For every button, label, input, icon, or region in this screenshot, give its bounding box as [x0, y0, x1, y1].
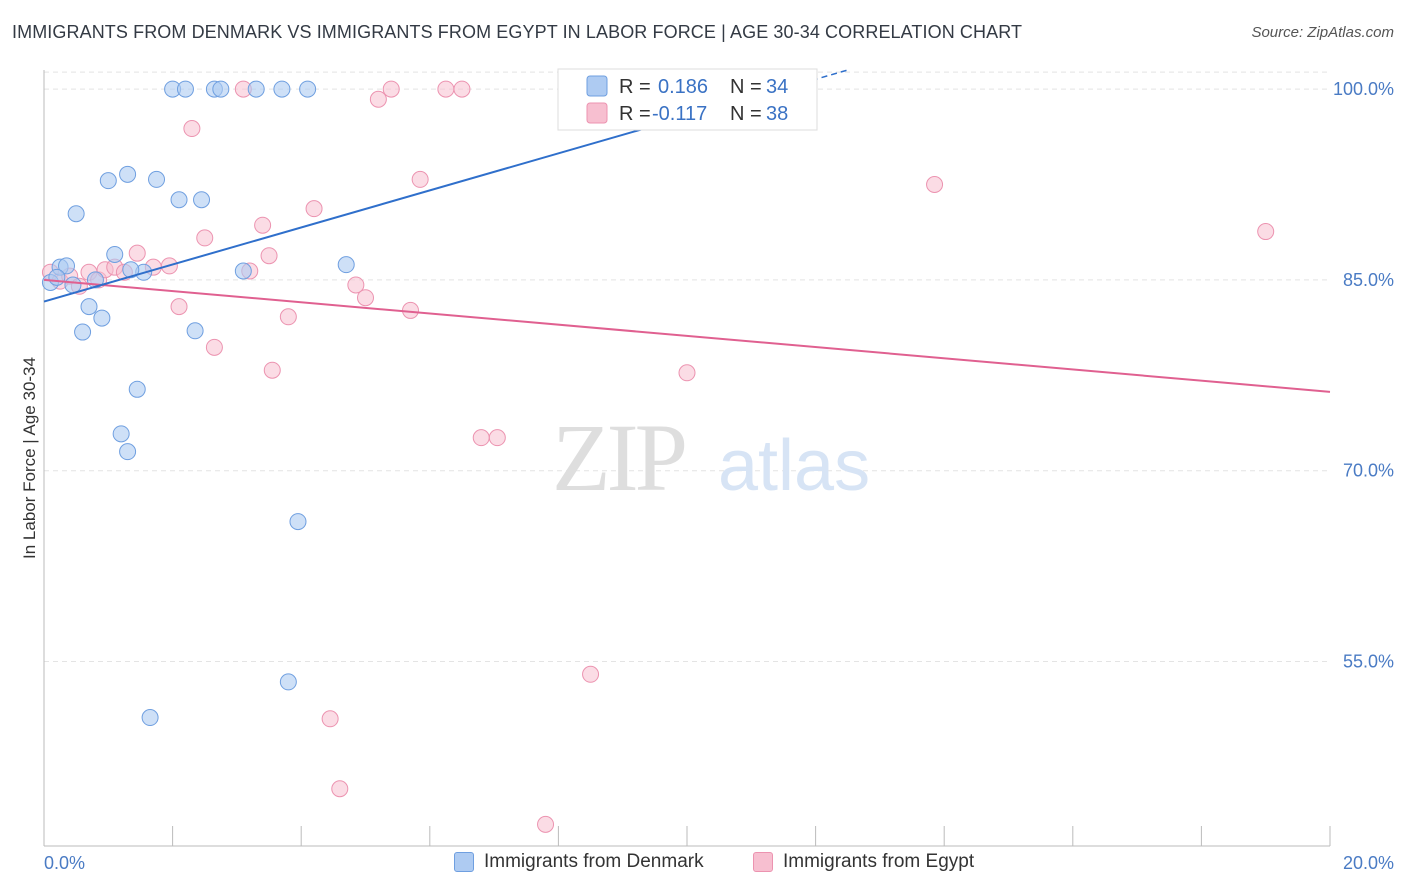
egypt-point [263, 361, 281, 379]
egypt-point [1257, 223, 1275, 241]
egypt-point [357, 289, 374, 307]
egypt-point [331, 780, 349, 798]
x-tick-label-min: 0.0% [44, 853, 85, 873]
egypt-point [205, 338, 223, 356]
denmark-points [41, 80, 355, 727]
y-tick-label: 70.0% [1343, 461, 1394, 481]
denmark-point [58, 257, 76, 275]
stats-legend-r-label-denmark: R = [619, 76, 651, 98]
denmark-point [141, 709, 159, 727]
chart-title: IMMIGRANTS FROM DENMARK VS IMMIGRANTS FR… [12, 22, 1023, 42]
egypt-point [472, 429, 490, 447]
denmark-point [186, 322, 204, 340]
egypt-point [347, 276, 365, 294]
egypt-point [488, 429, 506, 447]
legend-swatch-denmark [454, 852, 474, 872]
egypt-point [453, 80, 471, 98]
series-legend: Immigrants from Denmark Immigrants from … [0, 851, 1406, 879]
denmark-point [247, 80, 265, 98]
denmark-point [119, 165, 137, 183]
denmark-point [193, 191, 211, 209]
denmark-trend-line [43, 115, 688, 303]
stats-legend-r-value-denmark: 0.186 [658, 76, 708, 98]
egypt-point [437, 80, 455, 98]
stats-legend-n-value-denmark: 34 [766, 76, 788, 98]
denmark-point [74, 323, 92, 341]
denmark-point [273, 80, 291, 98]
egypt-point [382, 80, 400, 98]
egypt-point [369, 90, 387, 108]
legend-item-egypt: Immigrants from Egypt [753, 851, 974, 873]
denmark-point [119, 443, 137, 461]
x-tick-label-max: 20.0% [1343, 853, 1394, 873]
denmark-point [289, 513, 307, 531]
denmark-point [176, 80, 194, 98]
y-tick-label: 85.0% [1343, 270, 1394, 290]
stats-legend-n-label-denmark: N = [730, 76, 762, 98]
stats-legend-n-label-egypt: N = [730, 103, 762, 125]
denmark-point [148, 170, 166, 188]
denmark-point [112, 425, 130, 443]
denmark-point [234, 262, 252, 280]
stats-legend-r-label-egypt: R = [619, 103, 651, 125]
source-label: Source: ZipAtlas.com [1251, 24, 1394, 41]
egypt-point [183, 120, 201, 138]
stats-legend-swatch-egypt [586, 102, 608, 124]
stats-legend-r-value-egypt: -0.117 [652, 103, 707, 125]
x-axis-ticks [43, 826, 1331, 846]
denmark-point [93, 309, 111, 327]
denmark-point [170, 191, 188, 209]
egypt-point [305, 200, 323, 218]
denmark-point [122, 261, 140, 279]
egypt-point [170, 298, 188, 316]
watermark: ZIP atlas [552, 404, 870, 511]
stats-legend: R = 0.186 N = 34 R = -0.117 N = 38 [557, 68, 818, 131]
denmark-point [106, 245, 124, 263]
legend-label-egypt: Immigrants from Egypt [783, 851, 975, 872]
egypt-point [926, 175, 944, 193]
y-tick-label: 100.0% [1333, 79, 1394, 99]
egypt-point [279, 308, 297, 326]
denmark-point [299, 80, 317, 98]
denmark-point [128, 380, 146, 398]
denmark-point [80, 298, 98, 316]
y-axis-label: In Labor Force | Age 30-34 [20, 357, 39, 559]
egypt-point [254, 216, 272, 234]
denmark-point [67, 205, 85, 223]
watermark-zip: ZIP [552, 404, 685, 511]
egypt-point [537, 815, 555, 833]
egypt-trend-line [43, 278, 1331, 393]
egypt-point [321, 710, 339, 728]
legend-item-denmark: Immigrants from Denmark [454, 851, 704, 873]
axes [43, 70, 1330, 847]
stats-legend-swatch-denmark [586, 75, 608, 97]
egypt-point [128, 244, 146, 262]
y-tick-labels: 55.0% 70.0% 85.0% 100.0% [1333, 79, 1394, 671]
denmark-point [212, 80, 230, 98]
egypt-point [196, 229, 214, 247]
y-tick-label: 55.0% [1343, 652, 1394, 672]
denmark-point [337, 256, 355, 274]
legend-swatch-egypt [753, 852, 773, 872]
egypt-point [411, 170, 429, 188]
stats-legend-n-value-egypt: 38 [766, 103, 788, 125]
denmark-point [48, 268, 66, 286]
denmark-point [279, 673, 297, 691]
denmark-point [99, 172, 117, 190]
egypt-point [260, 247, 278, 265]
legend-label-denmark: Immigrants from Denmark [484, 851, 704, 872]
egypt-point [582, 665, 600, 683]
watermark-atlas: atlas [718, 426, 870, 506]
egypt-point [678, 364, 696, 382]
